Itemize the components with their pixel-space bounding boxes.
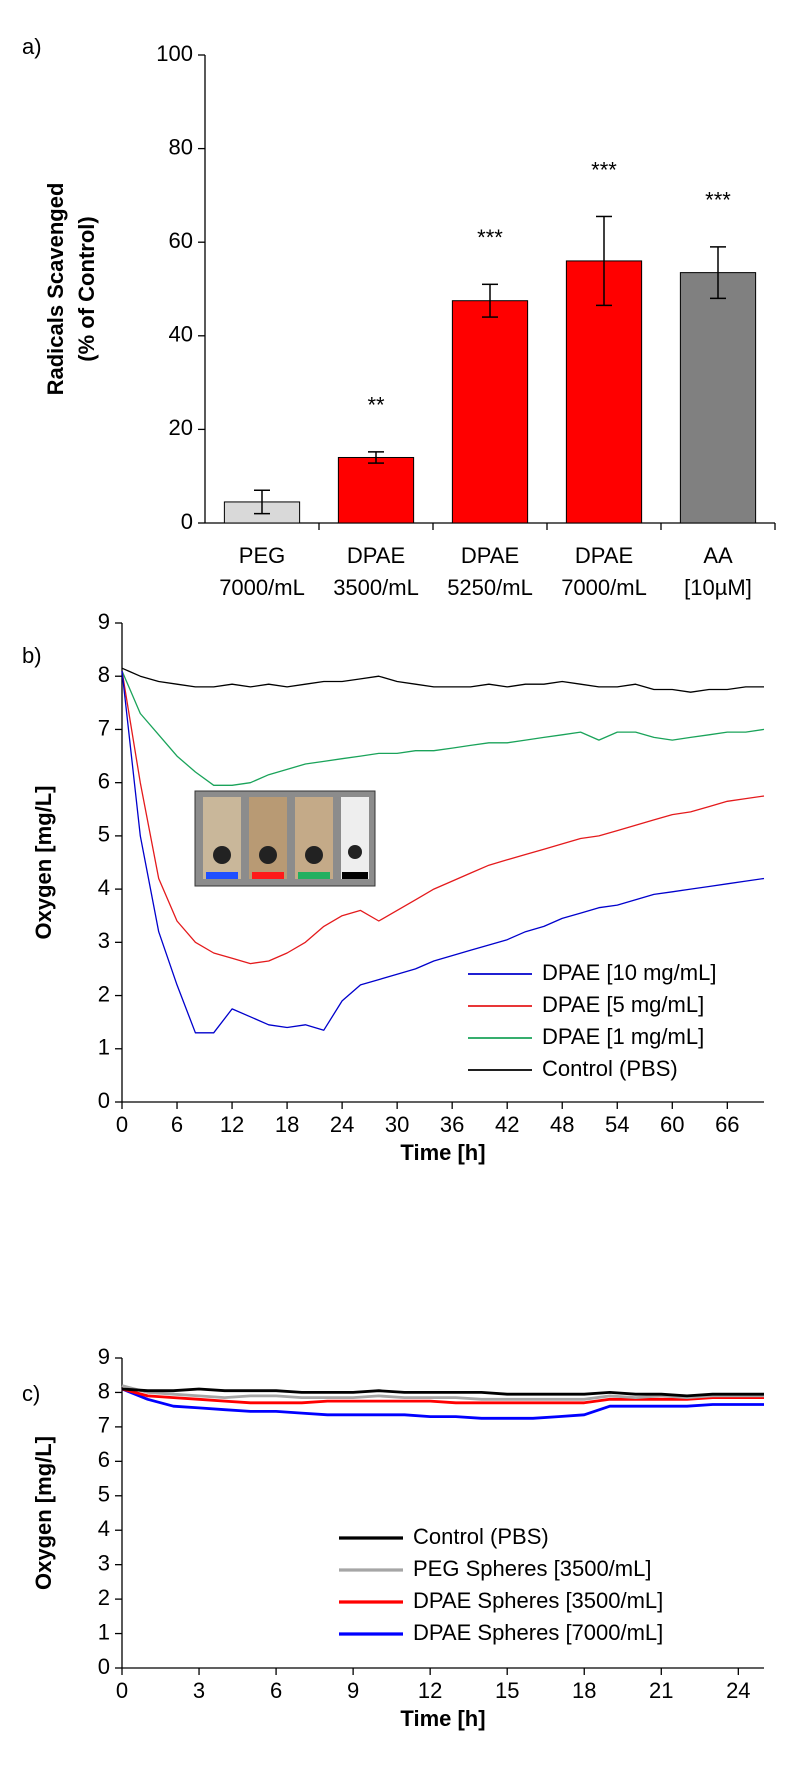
series-line	[121, 670, 765, 965]
x-tick-label: 7000/mL	[561, 575, 647, 600]
significance: ***	[591, 157, 617, 182]
legend-label: Control (PBS)	[413, 1524, 549, 1549]
significance: ***	[705, 188, 731, 213]
y-tick-label: 8	[98, 1378, 110, 1403]
series-line	[121, 1387, 764, 1420]
y-tick-label: 7	[98, 1413, 110, 1438]
x-tick-label: DPAE	[347, 543, 405, 568]
y-tick-label: 100	[156, 41, 193, 66]
x-tick-label: 66	[715, 1112, 739, 1137]
y-tick-label: 5	[98, 1482, 110, 1507]
y-axis-label: Radicals Scavenged	[43, 183, 68, 396]
bar	[337, 456, 415, 524]
x-axis-label: Time [h]	[400, 1140, 485, 1165]
y-tick-label: 8	[98, 662, 110, 687]
series-line	[121, 670, 765, 786]
significance: ***	[477, 225, 503, 250]
inset-photo	[194, 790, 376, 887]
y-tick-label: 1	[98, 1035, 110, 1060]
series-line	[121, 670, 765, 1034]
y-tick-label: 20	[169, 415, 193, 440]
legend-label: DPAE [5 mg/mL]	[542, 992, 704, 1017]
y-axis-label: Oxygen [mg/L]	[31, 785, 56, 939]
legend-label: PEG Spheres [3500/mL]	[413, 1556, 651, 1581]
legend-label: DPAE Spheres [3500/mL]	[413, 1588, 663, 1613]
x-tick-label: 48	[550, 1112, 574, 1137]
x-tick-label: 24	[330, 1112, 354, 1137]
y-tick-label: 60	[169, 228, 193, 253]
x-tick-label: DPAE	[575, 543, 633, 568]
x-tick-label: 54	[605, 1112, 629, 1137]
y-tick-label: 6	[98, 768, 110, 793]
x-tick-label: 0	[116, 1112, 128, 1137]
y-axis-label: Oxygen [mg/L]	[31, 1436, 56, 1590]
x-tick-label: 7000/mL	[219, 575, 305, 600]
x-tick-label: 3500/mL	[333, 575, 419, 600]
y-tick-label: 9	[98, 609, 110, 634]
y-tick-label: 9	[98, 1344, 110, 1369]
x-tick-label: 5250/mL	[447, 575, 533, 600]
legend-label: DPAE [10 mg/mL]	[542, 960, 716, 985]
y-tick-label: 6	[98, 1447, 110, 1472]
y-tick-label: 3	[98, 1550, 110, 1575]
series-line	[121, 1387, 764, 1398]
x-tick-label: 30	[385, 1112, 409, 1137]
x-tick-label: 42	[495, 1112, 519, 1137]
series-line	[121, 667, 764, 693]
legend-label: DPAE Spheres [7000/mL]	[413, 1620, 663, 1645]
significance: **	[367, 393, 385, 418]
x-tick-label: PEG	[239, 543, 285, 568]
x-tick-label: 6	[171, 1112, 183, 1137]
y-tick-label: 80	[169, 134, 193, 159]
x-tick-label: 9	[347, 1678, 359, 1703]
x-tick-label: DPAE	[461, 543, 519, 568]
x-tick-label: 3	[193, 1678, 205, 1703]
y-tick-label: 0	[181, 509, 193, 534]
panel-label: c)	[22, 1381, 40, 1406]
x-tick-label: AA	[703, 543, 733, 568]
y-tick-label: 2	[98, 1585, 110, 1610]
y-tick-label: 1	[98, 1619, 110, 1644]
x-tick-label: 6	[270, 1678, 282, 1703]
x-tick-label: 60	[660, 1112, 684, 1137]
bar	[451, 300, 529, 524]
x-tick-label: 36	[440, 1112, 464, 1137]
panel-label: a)	[22, 34, 42, 59]
y-tick-label: 4	[98, 1516, 110, 1541]
x-tick-label: 15	[495, 1678, 519, 1703]
y-tick-label: 3	[98, 928, 110, 953]
legend-label: DPAE [1 mg/mL]	[542, 1024, 704, 1049]
y-tick-label: 0	[98, 1088, 110, 1113]
x-tick-label: 18	[572, 1678, 596, 1703]
y-tick-label: 4	[98, 875, 110, 900]
x-axis-label: Time [h]	[400, 1706, 485, 1731]
legend-label: Control (PBS)	[542, 1056, 678, 1081]
y-tick-label: 7	[98, 715, 110, 740]
y-tick-label: 40	[169, 322, 193, 347]
x-tick-label: 21	[649, 1678, 673, 1703]
series-line	[121, 1387, 764, 1405]
series-line	[121, 1384, 764, 1401]
y-tick-label: 5	[98, 822, 110, 847]
x-tick-label: 24	[726, 1678, 750, 1703]
bar	[679, 272, 757, 524]
panel-label: b)	[22, 643, 42, 668]
x-tick-label: 18	[275, 1112, 299, 1137]
y-tick-label: 2	[98, 981, 110, 1006]
y-axis-label: (% of Control)	[74, 216, 99, 361]
y-tick-label: 0	[98, 1654, 110, 1679]
x-tick-label: 12	[220, 1112, 244, 1137]
x-tick-label: 0	[116, 1678, 128, 1703]
x-tick-label: [10µM]	[684, 575, 752, 600]
x-tick-label: 12	[418, 1678, 442, 1703]
